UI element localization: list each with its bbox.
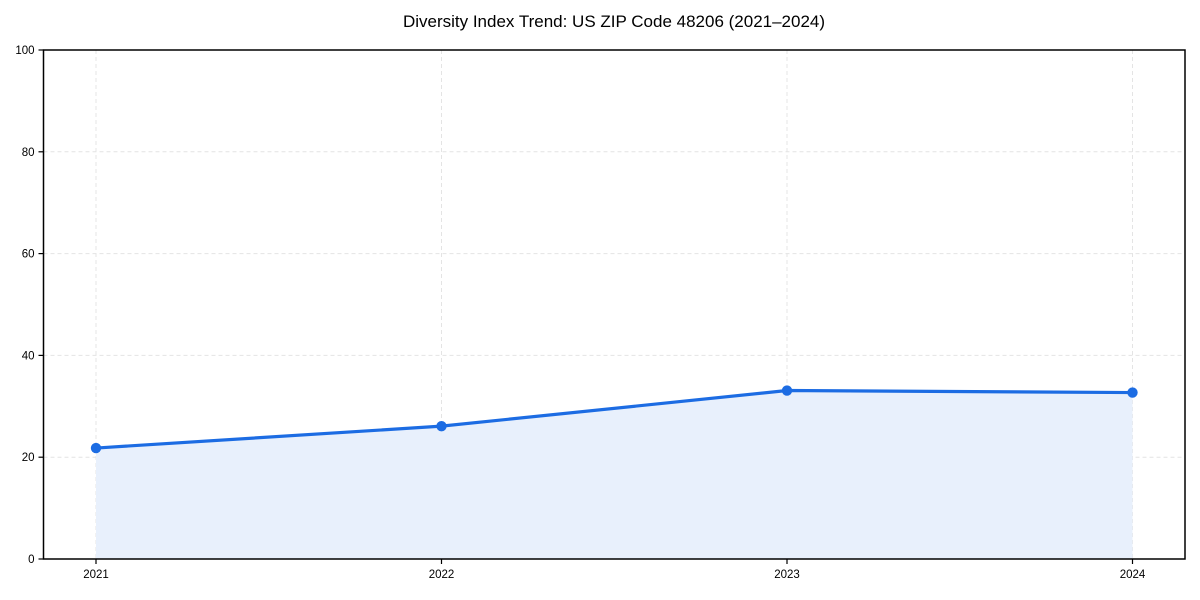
y-axis-tick-label: 20 bbox=[22, 452, 35, 464]
area-fill bbox=[96, 390, 1133, 559]
trend-line bbox=[94, 388, 1135, 450]
y-axis-tick-label: 100 bbox=[15, 45, 34, 57]
data-point-2021 bbox=[90, 442, 102, 454]
data-point-2022 bbox=[436, 420, 447, 432]
data-point-2023 bbox=[781, 385, 793, 396]
x-axis-tick-label: 2021 bbox=[83, 569, 109, 581]
x-axis-tick-label: 2023 bbox=[774, 569, 800, 581]
y-axis-tick-label: 0 bbox=[28, 554, 34, 566]
y-axis-tick-label: 60 bbox=[22, 249, 35, 261]
chart-title: Diversity Index Trend: US ZIP Code 48206… bbox=[402, 12, 826, 31]
y-axis-tick-label: 80 bbox=[22, 147, 35, 159]
x-axis-tick-label: 2024 bbox=[1120, 569, 1146, 581]
y-axis-tick-label: 40 bbox=[22, 350, 35, 362]
x-axis-tick-label: 2022 bbox=[429, 569, 455, 581]
data-point-2024 bbox=[1127, 387, 1138, 398]
plot-border bbox=[42, 49, 1186, 560]
